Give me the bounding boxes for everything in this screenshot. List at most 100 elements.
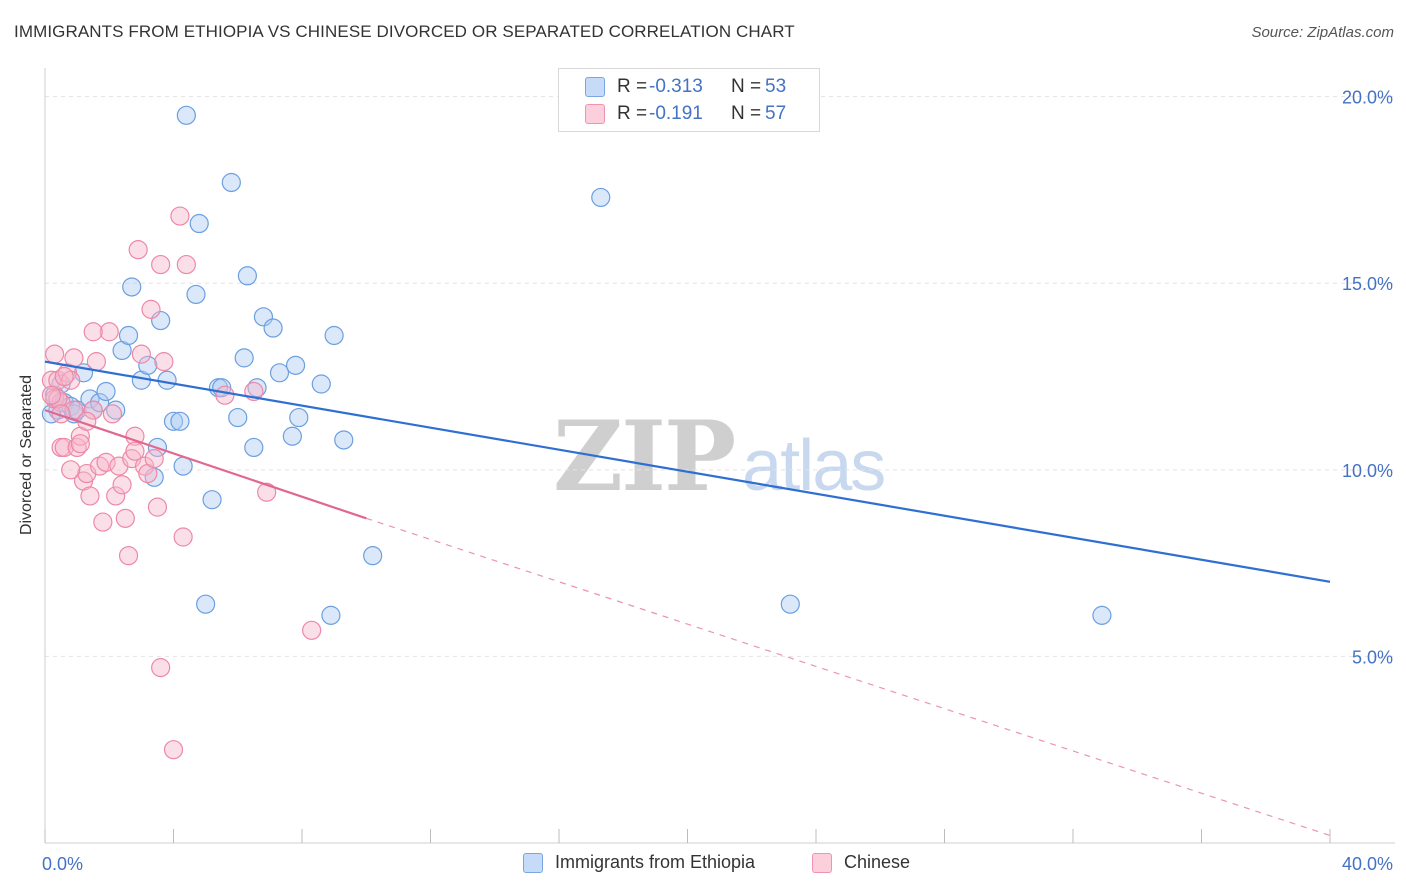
r-label: R = [617,103,648,124]
ethiopia-point [202,490,222,510]
legend-label-chinese: Chinese [844,852,911,872]
chinese-trend-line [44,409,367,520]
ethiopia-point [221,172,241,193]
chinese-point [51,404,71,424]
legend-swatch-ethiopia [523,852,543,873]
legend-item-ethiopia[interactable]: Immigrants from Ethiopia [523,852,755,873]
chinese-point [151,658,171,678]
chinese-point [112,475,132,495]
chinese-point [96,452,116,472]
legend-row-chinese: R = -0.191 N = 57 [585,102,786,126]
ethiopia-point [282,426,302,446]
chinese-point [106,486,126,506]
chinese-point [131,344,151,364]
chinese-point [80,486,100,506]
y-tick-label: 15.0% [1342,274,1393,294]
ethiopia-point [228,407,248,428]
n-label: N = [731,103,762,124]
x-tick-label: 40.0% [1342,854,1393,874]
ethiopia-point [591,187,611,208]
ethiopia-point [263,318,283,338]
ethiopia-point [289,407,309,428]
ethiopia-point [247,378,267,398]
chinese-point [61,460,81,480]
r-value: -0.313 [649,76,703,97]
ethiopia-point [186,284,206,305]
ethiopia-point [244,437,264,458]
chinese-point [86,352,107,372]
n-value: 57 [765,103,787,124]
chinese-point [302,620,322,640]
r-label: R = [617,76,648,97]
ethiopia-point [189,213,209,234]
ethiopia-point [138,355,158,375]
n-label: N = [731,76,762,97]
chinese-point [93,512,113,532]
ethiopia-point [324,325,344,346]
chinese-trend-extension [366,517,1331,837]
legend-swatch-chinese [812,852,832,873]
ethiopia-point [1092,605,1112,625]
ethiopia-point [118,325,139,346]
chinese-point [41,385,62,405]
chart-title: IMMIGRANTS FROM ETHIOPIA VS CHINESE DIVO… [14,22,795,41]
ethiopia-point [90,393,110,413]
legend-label-ethiopia: Immigrants from Ethiopia [555,852,756,872]
legend-swatch-ethiopia [585,77,605,97]
ethiopia-point [157,370,177,390]
ethiopia-point [122,277,142,297]
chinese-point [176,254,196,275]
ethiopia-point [311,374,331,394]
chinese-point [102,404,123,424]
chinese-point [83,400,103,420]
chinese-point [151,254,171,275]
ethiopia-point [237,266,257,286]
ethiopia-point [163,411,184,431]
chinese-point [64,348,84,368]
y-tick-label: 5.0% [1352,647,1393,667]
chinese-point [83,322,103,342]
legend-item-chinese[interactable]: Chinese [812,852,910,873]
r-value: -0.191 [649,103,703,124]
chinese-point [154,352,174,372]
chinese-point [115,508,135,528]
ethiopia-point [321,605,341,625]
ethiopia-point [780,594,800,614]
chinese-point [163,740,184,760]
ethiopia-point [96,381,116,402]
correlation-legend: R = -0.313 N = 53 R = -0.191 N = 57 [558,68,820,132]
ethiopia-point [234,348,254,368]
x-tick-label: 0.0% [42,854,83,874]
chinese-point [67,437,87,458]
y-tick-label: 10.0% [1342,461,1393,481]
chinese-point [170,206,190,226]
source-label: Source: ZipAtlas.com [1251,24,1394,41]
chinese-point [125,441,145,461]
series-legend: Immigrants from Ethiopia Chinese [0,852,1406,878]
watermark-zip: ZIP [553,400,736,513]
ethiopia-point [334,430,354,450]
ethiopia-point [170,411,190,431]
ethiopia-point [106,400,126,420]
ethiopia-trend-line [44,360,1331,583]
ethiopia-point [196,594,216,614]
ethiopia-point [285,355,306,375]
chinese-point [173,527,193,547]
ethiopia-point [269,363,290,383]
watermark: ZIP atlas [553,400,886,513]
chinese-point [144,449,164,469]
ethiopia-point [80,389,100,409]
chinese-point [41,370,62,390]
chinese-point [147,497,168,517]
legend-swatch-chinese [585,104,605,124]
ethiopia-point [176,105,196,125]
chinese-point [45,344,65,364]
chinese-point [99,322,119,342]
chinese-point [257,482,277,502]
n-value: 53 [765,76,787,97]
chinese-point [70,434,90,454]
chinese-point [141,299,161,319]
chinese-point [215,385,235,405]
chinese-point [54,366,74,387]
